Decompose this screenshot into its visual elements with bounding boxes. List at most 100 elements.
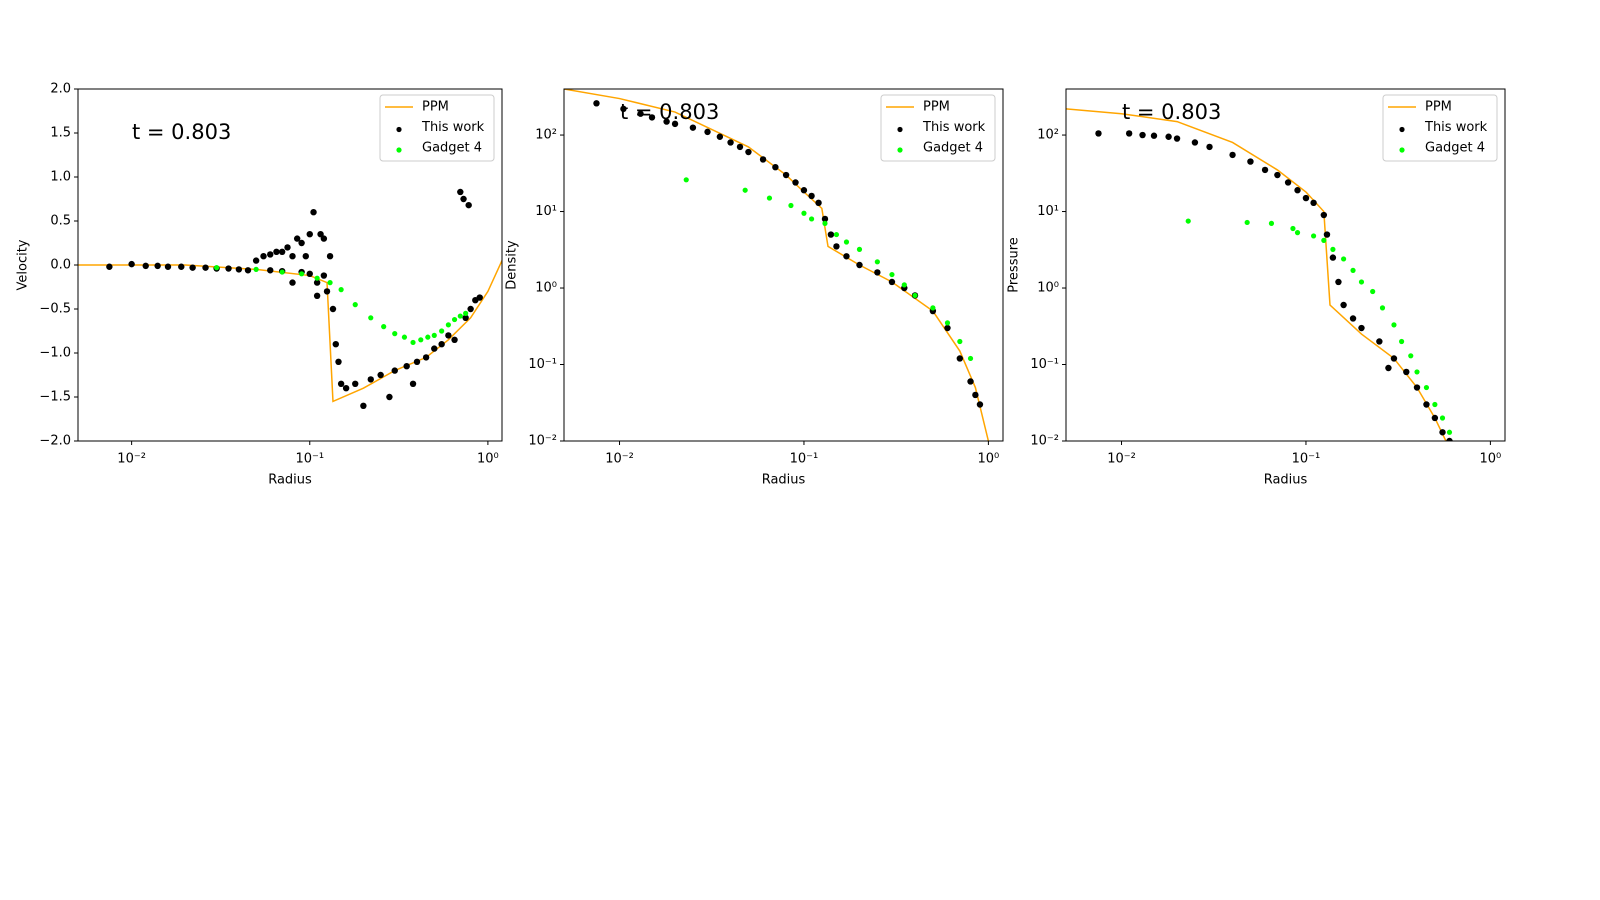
x-tick-label: 10⁻²	[117, 452, 146, 467]
point	[704, 128, 711, 136]
plot-area	[564, 89, 990, 441]
point	[759, 156, 767, 163]
point	[856, 246, 863, 252]
point	[972, 391, 979, 399]
point	[930, 305, 936, 311]
point	[944, 324, 951, 332]
point	[976, 401, 984, 408]
point	[1413, 384, 1421, 391]
point	[944, 320, 951, 326]
point	[1302, 194, 1310, 202]
point	[289, 279, 296, 286]
point	[425, 334, 431, 340]
legend-label: PPM	[422, 100, 449, 115]
point	[293, 235, 301, 242]
point	[279, 269, 285, 275]
point	[403, 363, 410, 370]
y-tick-label: 1.5	[50, 126, 71, 141]
y-tick-label: −1.5	[39, 390, 71, 405]
point	[843, 253, 850, 260]
legend-swatch	[897, 147, 903, 153]
point	[957, 338, 963, 345]
point	[445, 322, 451, 328]
y-tick-label: 10⁰	[535, 281, 557, 296]
axes-frame	[77, 88, 503, 442]
point	[418, 337, 424, 343]
point	[273, 248, 280, 255]
point	[1294, 187, 1301, 194]
x-tick-label: 10⁻¹	[1292, 452, 1321, 467]
point	[1423, 384, 1430, 391]
point	[391, 367, 398, 374]
point	[202, 264, 209, 271]
point	[1350, 267, 1356, 273]
x-tick-label: 10⁻¹	[790, 452, 819, 467]
x-tick-label: 10⁻¹	[295, 452, 324, 467]
point	[289, 253, 296, 260]
point	[1432, 401, 1438, 408]
point	[189, 264, 196, 271]
point	[736, 143, 744, 151]
point	[142, 262, 149, 270]
point	[438, 341, 445, 348]
point	[467, 305, 474, 313]
point	[465, 201, 472, 209]
point	[967, 355, 974, 362]
x-tick-label: 10⁰	[1480, 452, 1502, 467]
y-tick-label: −0.5	[39, 302, 71, 317]
x-axis-label: Radius	[268, 473, 312, 488]
point	[368, 315, 374, 321]
point	[326, 253, 334, 260]
point	[1165, 133, 1172, 140]
point	[267, 267, 274, 274]
point	[1310, 233, 1317, 239]
point	[1390, 355, 1398, 362]
point	[800, 187, 808, 194]
point	[1261, 166, 1269, 174]
point	[821, 215, 829, 223]
point	[1139, 131, 1146, 139]
point	[460, 195, 467, 203]
point	[1330, 246, 1336, 252]
point	[822, 220, 828, 226]
point	[306, 231, 313, 238]
point	[1431, 414, 1439, 422]
y-tick-label: 10²	[1037, 128, 1059, 143]
point	[742, 187, 748, 193]
point	[164, 263, 172, 270]
point	[1290, 225, 1296, 232]
point	[338, 287, 344, 293]
point	[267, 251, 274, 258]
point	[1284, 179, 1292, 186]
point	[808, 216, 815, 222]
legend-swatch	[897, 126, 903, 133]
point	[451, 336, 458, 343]
point	[648, 114, 656, 121]
legend: PPM This work Gadget 4	[379, 94, 495, 162]
point	[323, 288, 331, 295]
point	[1247, 158, 1254, 165]
point	[214, 265, 220, 271]
point	[431, 345, 438, 352]
point	[320, 235, 328, 242]
point	[1446, 437, 1453, 441]
point	[327, 280, 333, 286]
point	[1414, 369, 1420, 375]
point	[1358, 324, 1365, 332]
legend-label: Gadget 4	[422, 141, 482, 156]
y-tick-label: 10¹	[1037, 204, 1059, 219]
point	[1274, 171, 1281, 179]
point	[874, 259, 880, 265]
point	[874, 269, 881, 276]
plot-area	[1066, 108, 1453, 441]
y-axis-label: Velocity	[16, 239, 31, 290]
y-tick-label: 0.0	[50, 258, 71, 273]
point	[620, 105, 627, 113]
point	[766, 195, 773, 201]
point	[367, 376, 374, 383]
point	[320, 272, 328, 279]
point	[1329, 254, 1337, 261]
point	[310, 209, 317, 216]
point	[593, 100, 600, 107]
